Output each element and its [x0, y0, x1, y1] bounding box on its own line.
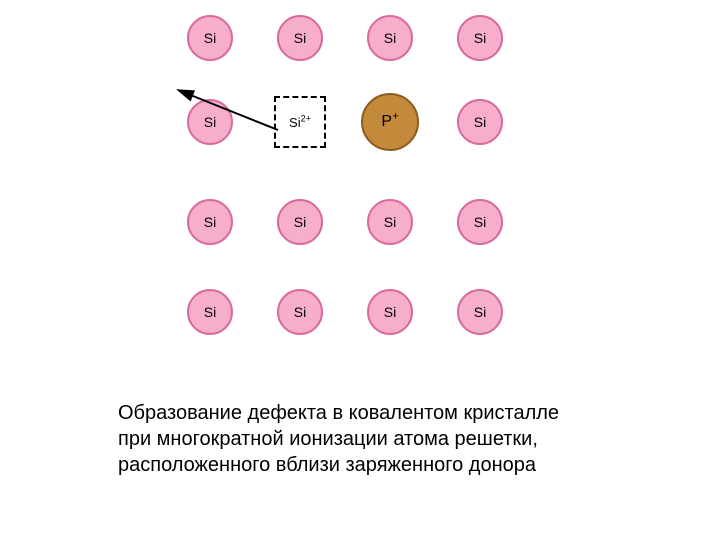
arrow-line: [178, 90, 278, 130]
figure-caption: Образование дефекта в ковалентом кристал…: [118, 400, 588, 478]
diagram-canvas: Si Si Si Si Si Si Si Si Si Si Si Si Si S…: [0, 0, 720, 540]
